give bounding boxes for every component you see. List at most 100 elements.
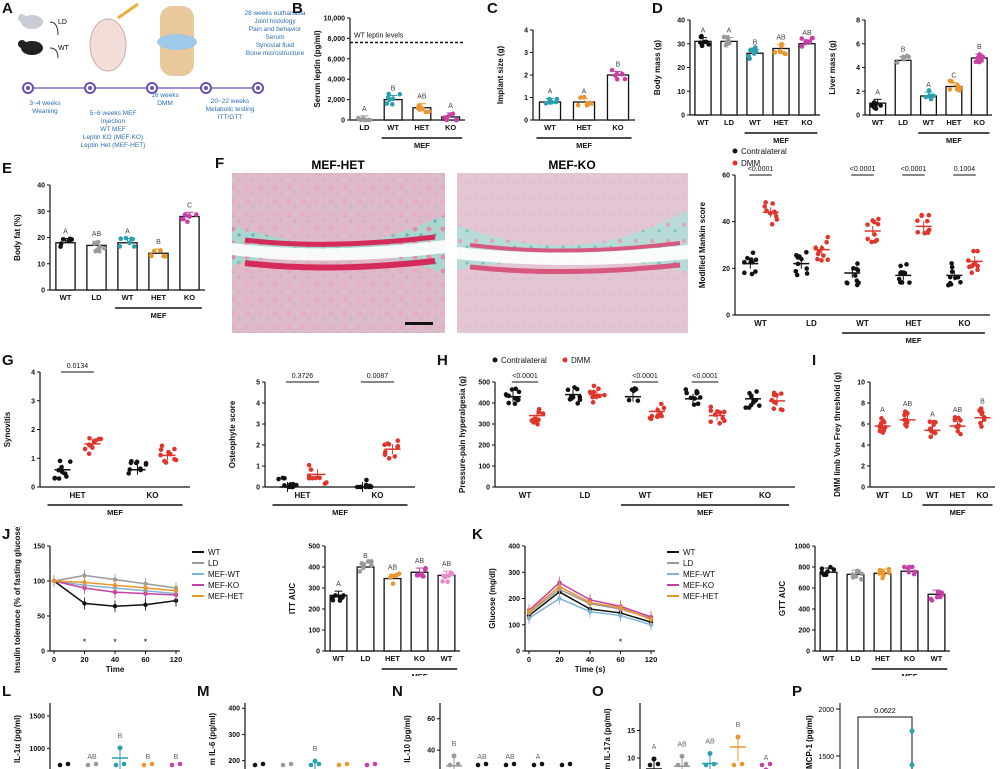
- data-point: [423, 565, 428, 571]
- data-point: [417, 107, 423, 112]
- x-tick-label: KO: [977, 491, 989, 500]
- data-point: [754, 389, 759, 394]
- bar: [819, 571, 838, 652]
- data-point: [880, 569, 886, 575]
- data-point: [57, 458, 63, 464]
- data-point: [252, 762, 258, 768]
- y-tick-label: 2: [861, 464, 865, 471]
- y-tick-label: 500: [308, 544, 320, 551]
- chart-n: N 60 40 IL-10 (pg/ml) B AB AB A: [390, 683, 590, 769]
- data-point: [126, 471, 131, 476]
- x-tick-label: 40: [111, 655, 119, 664]
- data-point: [957, 88, 962, 93]
- y-tick-label: 10: [857, 380, 865, 387]
- data-point: [928, 434, 933, 440]
- panel-label: C: [487, 0, 498, 17]
- data-point: [973, 59, 979, 65]
- x-tick-label: HET: [774, 118, 789, 127]
- data-point: [87, 436, 92, 441]
- significance-letter: B: [977, 44, 982, 51]
- data-point: [952, 417, 958, 423]
- bar: [894, 59, 912, 116]
- bar: [694, 40, 712, 116]
- panel-label: L: [2, 683, 12, 700]
- data-point: [894, 60, 900, 65]
- data-point: [978, 420, 983, 426]
- chart-svg: 400 300 200 m IL-6 (pg/ml) B: [208, 703, 378, 769]
- data-point: [447, 762, 453, 768]
- y-tick-label: 0: [31, 485, 35, 492]
- timeline-step-label: 5~6 weeks MEF Injection WT MEF Leptin KO…: [80, 110, 146, 149]
- data-point: [547, 96, 552, 102]
- data-point: [388, 575, 393, 580]
- data-point: [148, 252, 154, 258]
- legend-label: MEF-KO: [208, 581, 239, 590]
- data-point: [288, 482, 293, 487]
- data-point: [385, 95, 391, 100]
- y-tick-label: 600: [798, 586, 810, 593]
- data-point: [874, 237, 880, 243]
- y-tick-label: 3: [524, 50, 528, 57]
- bar: [927, 593, 946, 652]
- x-tick-label: WT: [333, 654, 345, 663]
- data-point: [661, 405, 667, 411]
- data-point: [513, 386, 519, 392]
- y-axis-label: GTT AUC: [778, 581, 787, 616]
- significance-letter: A: [125, 229, 130, 236]
- significance-letter: A: [701, 28, 706, 35]
- data-point: [725, 34, 730, 40]
- y-tick-label: 0: [726, 313, 730, 320]
- data-point: [97, 248, 102, 254]
- data-point: [748, 257, 754, 262]
- histology-title-ko: MEF-KO: [548, 158, 595, 172]
- panel-label-p: P: [792, 683, 803, 700]
- data-point: [907, 280, 912, 285]
- significance-bracket: [857, 716, 913, 769]
- data-point: [67, 459, 73, 464]
- x-tick-label: LD: [580, 491, 591, 500]
- data-point: [511, 761, 517, 767]
- data-point: [591, 389, 597, 395]
- data-point: [904, 262, 909, 267]
- data-point: [683, 761, 689, 767]
- p-value-label: <0.0001: [512, 373, 538, 380]
- y-tick-label: 1: [256, 464, 260, 471]
- data-point: [753, 257, 759, 263]
- data-point: [95, 239, 101, 245]
- y-axis-label: Body mass (g): [653, 40, 662, 95]
- x-tick-label: 60: [141, 655, 149, 664]
- timeline-marker: [252, 82, 264, 94]
- x-tick-label: KO: [372, 491, 384, 500]
- x-tick-label: LD: [902, 491, 913, 500]
- chart-g2: 0 1 2 3 4 5 Osteophyte score HET 0.3726 KO 0.0087 M…: [215, 352, 425, 522]
- x-tick-label: HET: [697, 491, 713, 500]
- chart-k1: K 0 100 200 300 400 Glucose (mg/dl) 0 20 40 60 120 T…: [470, 526, 770, 676]
- data-point: [937, 594, 943, 600]
- p-value-label: 0.3726: [292, 373, 314, 380]
- x-tick-label: HET: [414, 123, 429, 132]
- y-tick-label: 4: [856, 65, 860, 72]
- timeline-step-label: 16 weeks DMM: [151, 92, 179, 107]
- significance-letter: A: [926, 82, 931, 89]
- x-tick-label: WT: [519, 491, 532, 500]
- y-axis-label: Body fat (%): [13, 214, 22, 261]
- x-tick-label: 20: [80, 655, 88, 664]
- data-point: [440, 579, 445, 584]
- data-point: [131, 244, 137, 249]
- data-point: [753, 45, 758, 50]
- y-axis-label: Serum leptin (pg/ml): [313, 30, 322, 108]
- data-point: [609, 67, 615, 73]
- data-point: [975, 267, 980, 273]
- x-tick-label: KO: [445, 123, 456, 132]
- chart-svg: 15 10 m IL-17a (pg/ml) A AB AB B A: [603, 703, 773, 769]
- x-tick-label: KO: [147, 491, 159, 500]
- significance-letter: A: [362, 106, 367, 113]
- data-point: [587, 389, 593, 395]
- chart-i: I 0 2 4 6 8 10 DMM limb Von Frey threshold (g) W…: [810, 352, 1000, 522]
- significance-letter: B: [118, 733, 123, 740]
- y-tick-label: 400: [798, 607, 810, 614]
- y-axis-label: Modified Mankin score: [698, 201, 707, 288]
- timeline-marker: [200, 82, 212, 94]
- data-point: [364, 477, 369, 483]
- y-tick-label: 8,000: [327, 36, 345, 43]
